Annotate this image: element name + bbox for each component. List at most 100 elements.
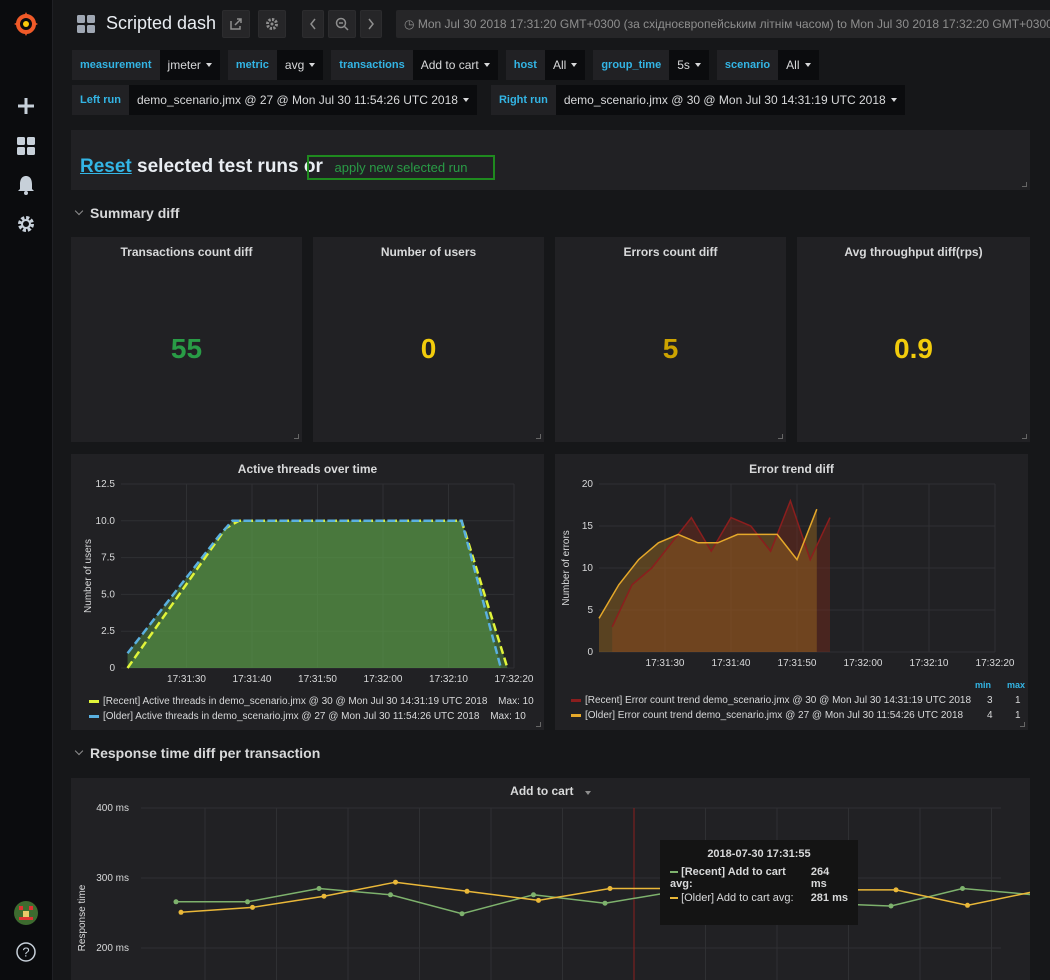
stat-panel-users[interactable]: Number of users 0 [313,237,544,442]
data-point [393,879,398,885]
series-line [611,498,831,628]
data-point [960,886,965,891]
tooltip-value: 264 ms [810,866,830,890]
y-tick-label: 7.5 [101,553,115,564]
x-tick-label: 17:32:10 [429,674,468,685]
variable-dropdown[interactable]: All [544,50,586,80]
variable-dropdown[interactable]: 5s [669,50,709,80]
legend-min-value: 3 [987,695,993,706]
y-tick-label: 200 ms [96,943,129,954]
settings-gear-icon[interactable] [258,10,286,38]
graph-tooltip: 2018-07-30 17:31:55 [Recent] Add to cart… [660,840,858,925]
time-back-chevron-icon[interactable] [302,10,324,38]
resize-handle[interactable] [1020,722,1025,727]
data-point [607,886,613,891]
x-tick-label: 17:32:20 [976,658,1015,669]
row-collapse-chevron-icon [74,746,84,756]
legend-item[interactable]: [Older] Active threads in demo_scenario.… [89,711,526,722]
row-collapse-chevron-icon [74,206,84,216]
variable-dropdown[interactable]: Add to cart [412,50,498,80]
variable-value: demo_scenario.jmx @ 30 @ Mon Jul 30 14:3… [563,93,886,107]
variable-scenario[interactable]: scenario All [716,50,819,80]
time-range-picker[interactable]: ◷ Mon Jul 30 2018 17:31:20 GMT+0300 (за … [396,10,1050,38]
stat-panel-transactions[interactable]: Transactions count diff 55 [71,237,302,442]
variable-dropdown[interactable]: All [778,50,819,80]
y-tick-label: 15 [582,521,594,532]
variable-host[interactable]: host All [505,50,586,80]
variable-metric[interactable]: metric avg [227,50,324,80]
reset-text: selected test runs or [137,156,323,177]
legend-item[interactable]: [Recent] Error count trend demo_scenario… [571,695,971,706]
bell-icon[interactable] [12,171,40,199]
grafana-logo-icon[interactable] [12,10,40,38]
data-point [464,888,470,894]
dashboards-icon[interactable] [12,132,40,160]
stat-panel-throughput[interactable]: Avg throughput diff(rps) 0.9 [797,237,1030,442]
resize-handle[interactable] [294,434,299,439]
resize-handle[interactable] [778,434,783,439]
panel-title: Transactions count diff [120,245,253,259]
reset-link[interactable]: Reset [80,156,132,177]
data-point [531,892,536,898]
x-tick-label: 17:31:50 [778,658,817,669]
avatar[interactable] [12,899,40,927]
variable-value: jmeter [167,58,201,72]
variable-right-run[interactable]: Right run demo_scenario.jmx @ 30 @ Mon Ju… [490,85,905,115]
variable-dropdown[interactable]: jmeter [159,50,220,80]
resize-handle[interactable] [1022,182,1027,187]
graph-panel-active-threads[interactable]: Active threads over time 0 2.5 5.0 7.5 10.0 1… [71,454,544,730]
x-tick-label: 17:32:20 [495,674,534,685]
plus-icon[interactable] [12,92,40,120]
resize-handle[interactable] [536,722,541,727]
y-tick-label: 5.0 [101,589,115,600]
stat-panel-errors[interactable]: Errors count diff 5 [555,237,786,442]
variable-group-time[interactable]: group_time 5s [593,50,709,80]
variable-label: measurement [72,50,160,80]
help-icon[interactable]: ? [12,938,40,966]
legend-max-header[interactable]: max [1007,680,1026,690]
threads-chart: 0 2.5 5.0 7.5 10.0 12.5 17:31:30 17:31:40 17:31:… [83,479,534,685]
resize-handle[interactable] [536,434,541,439]
variable-dropdown[interactable]: avg [276,50,324,80]
legend-swatch [571,699,581,702]
apply-new-run-button[interactable]: apply new selected run [307,155,495,180]
share-icon[interactable] [222,10,250,38]
time-forward-chevron-icon[interactable] [360,10,382,38]
graph-panel-error-trend[interactable]: Error trend diff 0 5 10 15 20 17:31:30 17:31:4… [555,454,1028,730]
tooltip-label: [Recent] Add to cart avg: [670,866,786,890]
resize-handle[interactable] [1022,434,1027,439]
row-summary-diff[interactable]: Summary diff [74,205,179,221]
tooltip-value: 281 ms [810,892,848,904]
legend-item[interactable]: [Older] Error count trend demo_scenario.… [571,710,963,721]
data-point [965,902,970,908]
legend-min-header[interactable]: min [975,680,992,690]
variable-value: avg [284,58,305,72]
variable-measurement[interactable]: measurement jmeter [72,50,220,80]
variable-dropdown[interactable]: demo_scenario.jmx @ 30 @ Mon Jul 30 14:3… [555,85,905,115]
panel-title[interactable]: Add to cart [71,784,1030,798]
variable-dropdown[interactable]: demo_scenario.jmx @ 27 @ Mon Jul 30 11:5… [128,85,477,115]
data-point [245,899,250,905]
series-area [612,500,830,652]
panel-title: Active threads over time [237,462,378,476]
top-navbar: Scripted dash ◷ Mon Jul 30 2018 17:31:20… [52,0,1050,48]
y-tick-label: 400 ms [96,803,129,814]
x-tick-label: 17:31:40 [233,674,272,685]
variable-transactions[interactable]: transactions Add to cart [331,50,498,80]
data-point [893,887,899,893]
data-point [888,903,894,909]
data-point [321,893,327,899]
data-point [459,911,465,917]
x-tick-label: 17:32:10 [910,658,949,669]
row-response-time[interactable]: Response time diff per transaction [74,745,320,761]
variable-left-run[interactable]: Left run demo_scenario.jmx @ 27 @ Mon Jul… [72,85,477,115]
zoom-out-icon[interactable] [328,10,356,38]
gear-icon[interactable] [12,210,40,238]
dashboard-title[interactable]: Scripted dash [106,13,233,34]
legend-max: Max: 10 [498,696,534,707]
series-area [599,509,817,652]
legend-item[interactable]: [Recent] Active threads in demo_scenario… [89,696,534,707]
y-tick-label: 20 [582,479,594,490]
